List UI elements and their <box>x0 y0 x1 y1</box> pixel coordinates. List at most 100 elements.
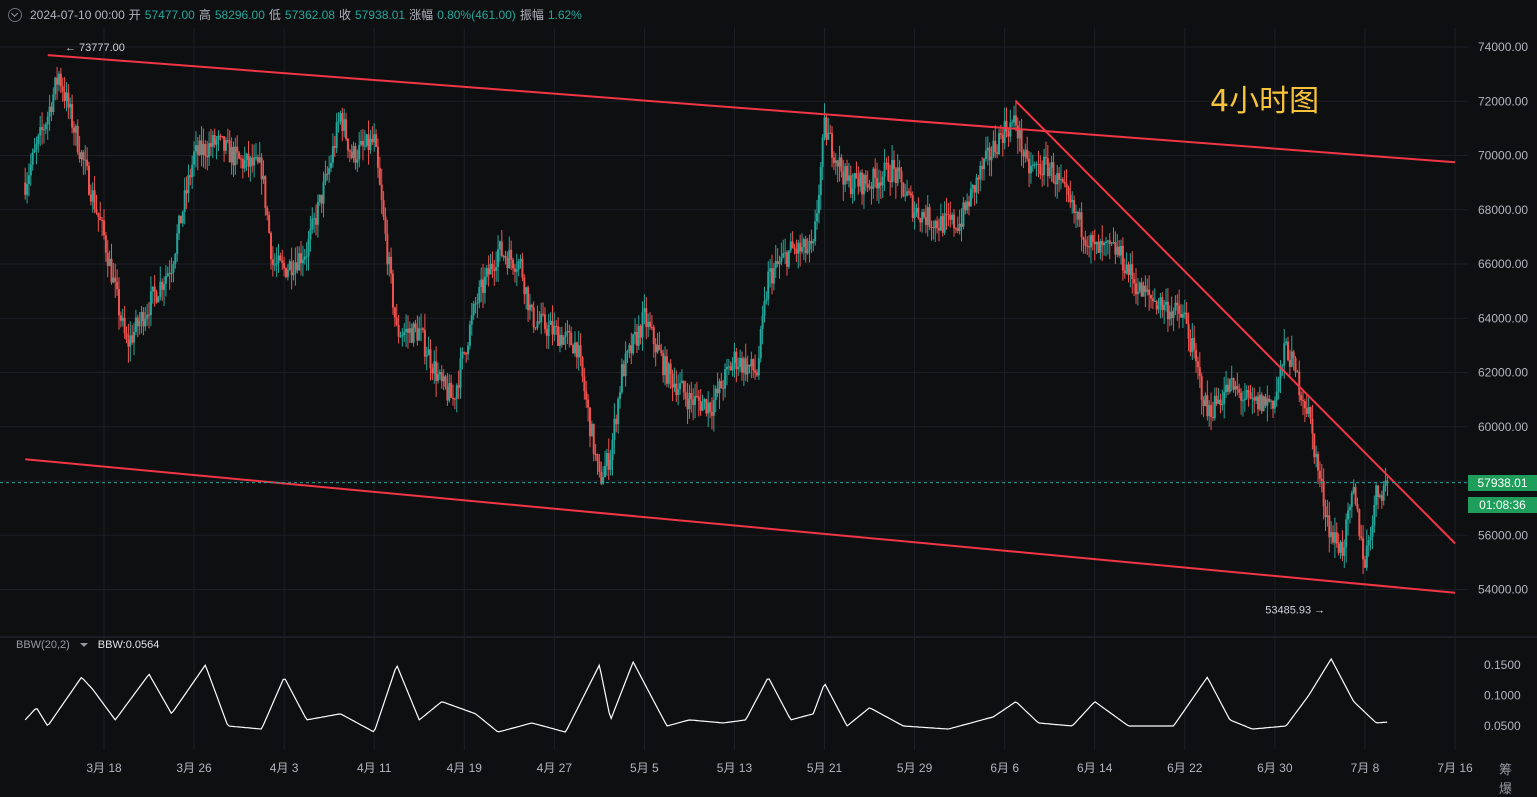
candle-down <box>1338 544 1340 553</box>
candle-up <box>1024 150 1026 157</box>
candle-down <box>126 333 128 340</box>
candle-down <box>912 195 914 218</box>
candle-down <box>929 207 931 227</box>
candle-down <box>1310 407 1312 419</box>
candle-up <box>469 325 471 346</box>
candle-up <box>171 272 173 273</box>
candle-down <box>240 159 242 160</box>
collapse-legend-icon[interactable] <box>8 8 22 22</box>
candle-down <box>615 419 617 424</box>
corner-tools-label[interactable]: 筹 爆 <box>1499 759 1537 797</box>
candle-up <box>293 273 295 276</box>
candle-down <box>837 160 839 166</box>
candle-down <box>283 263 285 268</box>
indicator-name[interactable]: BBW(20,2) <box>16 639 70 651</box>
candle-down <box>398 325 400 337</box>
trendline-descending[interactable] <box>1016 101 1455 543</box>
candle-up <box>1270 401 1272 402</box>
candle-up <box>1283 343 1285 365</box>
candle-down <box>1144 286 1146 292</box>
candle-up <box>448 383 450 401</box>
candle-up <box>309 229 311 239</box>
candle-up <box>775 261 777 268</box>
indicator-legend[interactable]: BBW(20,2) BBW:0.0564 <box>16 639 159 651</box>
candle-up <box>1111 243 1113 244</box>
candle-down <box>829 133 831 134</box>
candle-down <box>867 184 869 188</box>
candle-up <box>1139 282 1141 291</box>
candle-up <box>992 141 994 157</box>
candle-up <box>475 304 477 305</box>
candle-up <box>476 302 478 303</box>
candle-up <box>339 113 341 121</box>
extreme-price-label: 53485.93 → <box>1265 604 1325 616</box>
candle-up <box>313 218 315 219</box>
candle-up <box>914 213 916 218</box>
timeframe-annotation[interactable]: 4小时图 <box>1210 76 1319 120</box>
chevron-down-icon[interactable] <box>80 643 88 647</box>
date-tick-label: 5月 29 <box>897 761 933 775</box>
candle-down <box>925 217 927 225</box>
candle-down <box>551 321 553 335</box>
candle-up <box>784 252 786 253</box>
candle-up <box>1116 247 1118 255</box>
candle-down <box>452 398 454 399</box>
candle-up <box>503 256 505 257</box>
candle-up <box>338 121 340 122</box>
candle-down <box>264 176 266 208</box>
candle-up <box>65 92 67 101</box>
candle-up <box>612 440 614 460</box>
candle-up <box>28 175 30 184</box>
candle-down <box>1216 396 1218 404</box>
candle-down <box>368 134 370 150</box>
candle-down <box>593 424 595 454</box>
trendline-lower[interactable] <box>25 459 1455 592</box>
candle-up <box>1278 379 1280 392</box>
candle-up <box>715 389 717 400</box>
candle-down <box>692 399 694 405</box>
candle-down <box>583 376 585 391</box>
candle-up <box>471 315 473 324</box>
candle-up <box>906 191 908 195</box>
candle-down <box>1086 246 1088 247</box>
candle-up <box>401 335 403 336</box>
candle-down <box>1189 339 1191 352</box>
candle-down <box>345 119 347 139</box>
candle-down <box>1022 152 1024 156</box>
candle-down <box>251 158 253 166</box>
candle-down <box>161 282 163 290</box>
candle-up <box>231 147 233 162</box>
candle-down <box>116 282 118 289</box>
candle-up <box>613 419 615 440</box>
candle-up <box>456 385 458 398</box>
candle-down <box>910 193 912 196</box>
price-tick-label: 72000.00 <box>1478 94 1528 108</box>
candle-down <box>535 328 537 329</box>
candle-down <box>705 399 707 413</box>
candle-up <box>255 157 257 158</box>
candle-down <box>581 357 583 376</box>
candle-down <box>974 185 976 192</box>
candle-up <box>508 250 510 268</box>
candle-up <box>1231 378 1233 379</box>
candle-up <box>1274 400 1276 408</box>
candle-down <box>221 136 223 137</box>
candle-down <box>491 264 493 269</box>
candle-down <box>1021 129 1023 153</box>
candle-up <box>782 253 784 257</box>
candle-up <box>803 239 805 247</box>
candle-up <box>617 399 619 424</box>
candle-up <box>788 250 790 266</box>
candle-up <box>848 175 850 180</box>
candle-down <box>514 268 516 271</box>
candle-down <box>261 157 263 179</box>
candle-down <box>544 314 546 329</box>
candle-up <box>835 160 837 163</box>
candle-down <box>893 160 895 169</box>
candle-down <box>805 239 807 253</box>
candle-down <box>595 454 597 455</box>
candle-down <box>690 393 692 399</box>
candle-down <box>429 349 431 368</box>
candle-down <box>505 256 507 258</box>
candle-down <box>148 315 150 316</box>
